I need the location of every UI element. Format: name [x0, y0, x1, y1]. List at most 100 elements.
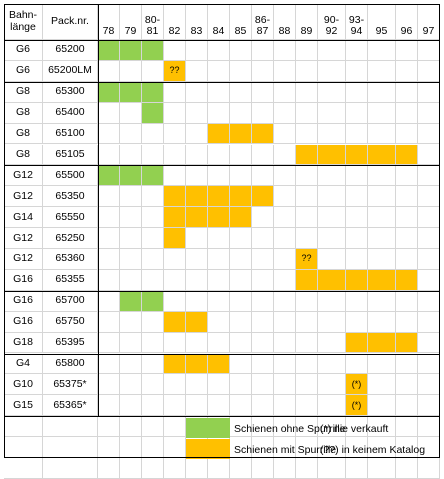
- year-cell: [120, 290, 142, 312]
- year-cell: [252, 374, 274, 396]
- laenge-text: G16: [13, 315, 33, 328]
- year-cell: [252, 332, 274, 354]
- year-cell: [142, 249, 164, 270]
- year-cell: [296, 207, 318, 229]
- year-cell: [296, 374, 318, 396]
- year-cell: [296, 228, 318, 249]
- header-year-label: 90-: [323, 13, 340, 26]
- year-cell: [186, 269, 208, 291]
- year-cell: [142, 332, 164, 354]
- year-cell: [318, 458, 346, 479]
- year-cell: [142, 290, 164, 312]
- year-cell: [368, 269, 396, 291]
- year-cell: [346, 123, 368, 145]
- laenge-text: G8: [15, 106, 30, 119]
- year-cell: [142, 374, 164, 396]
- year-cell: [318, 269, 346, 291]
- year-cell: [98, 311, 120, 333]
- packnr-text: 65700: [55, 294, 85, 307]
- year-cell: [396, 374, 418, 396]
- packnr-text: 65400: [55, 106, 85, 119]
- year-cell: [318, 81, 346, 103]
- year-cell: [164, 40, 186, 61]
- year-cell: [230, 40, 252, 61]
- header-year-label: 80-: [144, 13, 161, 26]
- row-packnr: 65105: [43, 144, 98, 166]
- year-cell: [208, 332, 230, 354]
- year-cell: [318, 60, 346, 82]
- year-cell: [208, 186, 230, 208]
- row-laenge: G12: [4, 228, 43, 249]
- year-cell: [208, 269, 230, 291]
- year-cell: [252, 353, 274, 375]
- year-cell: [368, 290, 396, 312]
- year-cell: [186, 249, 208, 270]
- row-laenge: G12: [4, 165, 43, 187]
- laenge-text: G16: [13, 294, 33, 307]
- row-packnr: 65100: [43, 123, 98, 145]
- year-cell: [120, 353, 142, 375]
- year-cell: [98, 123, 120, 145]
- year-cell: [142, 60, 164, 82]
- year-cell: [164, 416, 186, 438]
- year-cell: [396, 395, 418, 417]
- year-cell: [164, 311, 186, 333]
- year-cell: [274, 60, 296, 82]
- year-cell: [164, 395, 186, 417]
- year-cell: [98, 269, 120, 291]
- year-cell: [396, 458, 418, 479]
- header-year: 95: [368, 4, 396, 40]
- year-cell: [186, 207, 208, 229]
- year-cell: [368, 374, 396, 396]
- year-cell: [418, 458, 440, 479]
- year-cell: [208, 395, 230, 417]
- year-cell: ??: [296, 249, 318, 270]
- year-cell: [396, 102, 418, 124]
- year-cell: [318, 395, 346, 417]
- cell-mark: (*): [351, 399, 362, 410]
- laenge-text: G18: [13, 336, 33, 349]
- header-packnr-label: Pack.nr.: [51, 14, 89, 27]
- year-cell: [296, 416, 318, 438]
- header-year: 80- 81: [142, 4, 164, 40]
- group-separator: [4, 353, 440, 355]
- legend-note-no-catalog: (??) in keinem Katalog: [320, 443, 426, 456]
- header-year: 82: [164, 4, 186, 40]
- year-cell: [98, 332, 120, 354]
- year-cell: [186, 40, 208, 61]
- legend-green-label: Schienen ohne Spurrille: [234, 422, 346, 435]
- year-cell: [186, 123, 208, 145]
- year-cell: [368, 144, 396, 166]
- row-packnr: 65350: [43, 186, 98, 208]
- row-laenge: G8: [4, 123, 43, 145]
- row-laenge: G14: [4, 207, 43, 229]
- year-cell: [318, 332, 346, 354]
- year-cell: [142, 40, 164, 61]
- year-cell: [318, 311, 346, 333]
- row-packnr: 65375*: [43, 374, 98, 396]
- packnr-text: 65250: [55, 231, 85, 244]
- year-cell: [164, 165, 186, 187]
- header-year-label: 83: [190, 24, 203, 37]
- packnr-text: 65360: [55, 252, 85, 265]
- year-cell: [368, 311, 396, 333]
- header-year: 83: [186, 4, 208, 40]
- year-cell: [208, 311, 230, 333]
- year-cell: [142, 123, 164, 145]
- year-cell: [208, 165, 230, 187]
- row-packnr: 65200LM: [43, 60, 98, 82]
- year-cell: [296, 395, 318, 417]
- year-cell: [230, 269, 252, 291]
- year-cell: [98, 249, 120, 270]
- year-cell: [368, 395, 396, 417]
- header-bahnlaenge-line: Bahn-: [8, 9, 38, 22]
- header-year: 88: [274, 4, 296, 40]
- row-laenge: G10: [4, 374, 43, 396]
- year-cell: [142, 458, 164, 479]
- year-cell: [274, 416, 296, 438]
- year-cell: [98, 458, 120, 479]
- year-cell: [142, 228, 164, 249]
- laenge-text: G14: [13, 210, 33, 223]
- year-cell: [396, 311, 418, 333]
- row-laenge: G16: [4, 311, 43, 333]
